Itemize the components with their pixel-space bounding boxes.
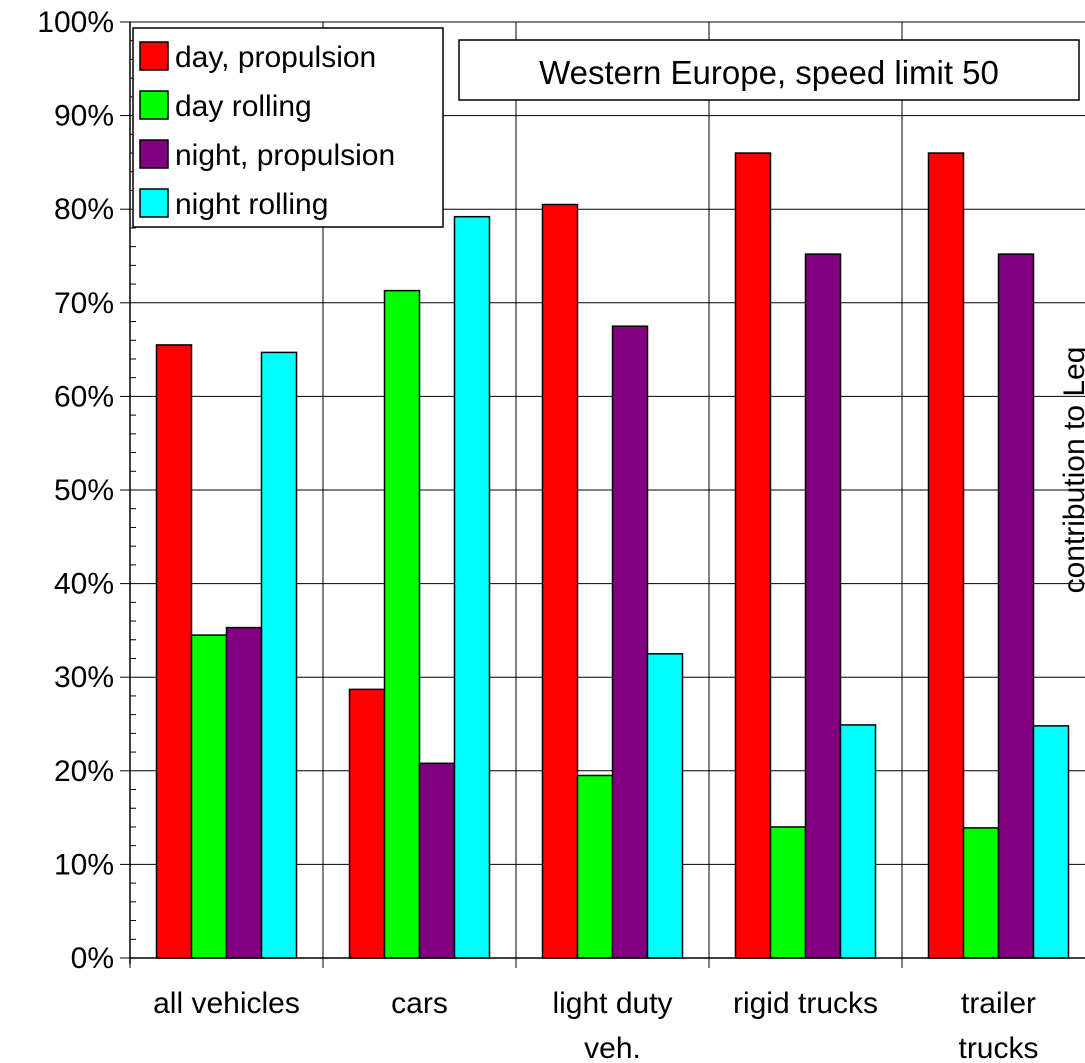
y-tick-labels: 0% 10% 20% 30% 40% 50% 60% 70% 80% 90% 100%	[37, 6, 114, 975]
y-tick-label: 20%	[54, 755, 114, 788]
y-tick-label: 90%	[54, 100, 114, 133]
x-category-label: trailer	[961, 987, 1036, 1020]
x-category-label: cars	[391, 987, 448, 1020]
x-category-label: trucks	[958, 1032, 1038, 1063]
axes	[120, 21, 1085, 968]
y-tick-label: 70%	[54, 287, 114, 320]
chart-title-box: Western Europe, speed limit 50	[458, 39, 1080, 101]
y-axis-label: contribution to Leq	[1058, 347, 1085, 594]
bar	[225, 626, 263, 959]
y-tick-label: 10%	[54, 848, 114, 881]
y-tick-label: 80%	[54, 193, 114, 226]
x-category-label: all vehicles	[153, 987, 300, 1020]
bars	[155, 152, 1070, 959]
bar	[1032, 725, 1070, 959]
bar	[383, 289, 421, 959]
bar	[769, 826, 807, 959]
bar	[611, 325, 649, 959]
x-category-label: veh.	[584, 1032, 641, 1063]
bar	[541, 203, 579, 959]
chart-title: Western Europe, speed limit 50	[539, 54, 999, 91]
bar	[927, 152, 965, 959]
bar	[576, 774, 614, 959]
bar	[260, 351, 298, 959]
legend-label: day rolling	[175, 90, 312, 123]
y-tick-label: 50%	[54, 474, 114, 507]
y-tick-label: 40%	[54, 568, 114, 601]
bar	[646, 653, 684, 959]
legend-label: night, propulsion	[175, 139, 395, 172]
bar	[839, 724, 877, 959]
legend-swatch	[139, 139, 169, 169]
x-category-label: rigid trucks	[733, 987, 878, 1020]
y-axis-label-group: contribution to Leq	[1058, 347, 1085, 594]
legend: day, propulsion day rolling night, propuls…	[132, 27, 444, 228]
y-tick-label: 0%	[71, 942, 114, 975]
bar	[962, 827, 1000, 959]
bar	[348, 688, 386, 959]
x-category-label: light duty	[552, 987, 672, 1020]
bar	[804, 253, 842, 959]
bar	[453, 215, 491, 959]
y-tick-label: 60%	[54, 380, 114, 413]
bar	[418, 762, 456, 959]
legend-label: day, propulsion	[175, 41, 376, 74]
legend-swatch	[139, 90, 169, 120]
bar	[734, 152, 772, 959]
legend-box	[132, 27, 444, 228]
legend-swatch	[139, 41, 169, 71]
legend-label: night rolling	[175, 188, 328, 221]
legend-swatch	[139, 188, 169, 218]
bar	[190, 634, 228, 959]
bar	[997, 253, 1035, 959]
y-tick-label: 30%	[54, 661, 114, 694]
bar	[155, 344, 193, 959]
x-category-labels: all vehicles cars light duty veh. rigid truc…	[153, 987, 1038, 1063]
y-tick-label: 100%	[37, 6, 114, 39]
